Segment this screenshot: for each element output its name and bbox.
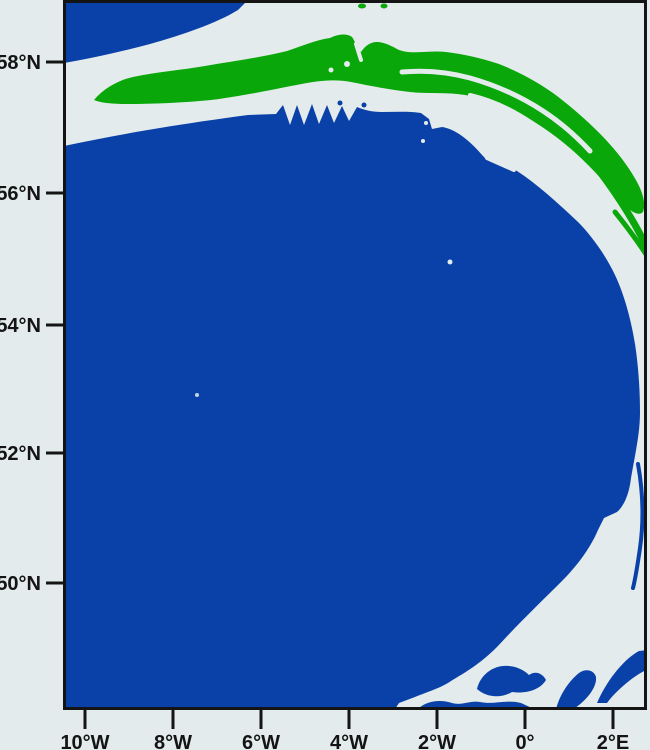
green-speck: [358, 3, 366, 9]
green-fragment: [383, 60, 393, 66]
pale-hole: [421, 139, 425, 143]
blue-southeast-patch-small: [556, 670, 597, 709]
lon-tick-label: 2°E: [597, 732, 629, 750]
blue-southeast-patch-large: [597, 650, 646, 703]
lon-tick-label: 8°W: [154, 732, 192, 750]
lat-tick-label: 52°N: [0, 443, 41, 465]
green-streak: [612, 209, 646, 259]
lon-tick-label: 10°W: [60, 732, 109, 750]
pale-gap: [468, 93, 534, 125]
blue-regions-group: [64, 2, 646, 709]
blue-right-sliver: [631, 462, 645, 590]
pale-gap: [399, 68, 593, 154]
green-gap-details-group: [328, 42, 593, 154]
plot-frame: [63, 0, 647, 710]
green-fragment: [353, 76, 361, 82]
pale-hole: [424, 121, 428, 125]
green-right-edge-sliver: [645, 86, 646, 148]
lon-tick-label: 6°W: [242, 732, 280, 750]
lon-tick-label: 0°: [515, 732, 534, 750]
blue-foot-cluster: [477, 665, 546, 697]
lat-tick-label: 50°N: [0, 573, 41, 595]
pale-hole: [447, 259, 453, 265]
pale-hole: [328, 67, 334, 73]
lat-tick-label: 54°N: [0, 315, 41, 337]
lon-tick-label: 4°W: [330, 732, 368, 750]
blue-northwest-wedge: [64, 2, 246, 63]
tick-marks-group: [46, 60, 615, 729]
green-arc-band: [94, 34, 645, 214]
green-fragment: [339, 71, 349, 79]
pale-sliver: [485, 156, 516, 172]
lat-tick-label: 56°N: [0, 183, 41, 205]
blue-main-region: [64, 104, 640, 709]
lon-tick-label: 2°W: [418, 732, 456, 750]
green-speck: [380, 3, 388, 9]
blue-speck: [337, 100, 343, 106]
lat-tick-label: 58°N: [0, 52, 41, 74]
lon-tick-labels-group: 10°W 8°W 6°W 4°W 2°W 0° 2°E: [60, 732, 629, 750]
pale-hole: [195, 393, 199, 397]
pale-gap: [354, 42, 363, 62]
blue-speck: [361, 102, 367, 108]
blue-hole-details-group: [195, 121, 516, 397]
pale-hole: [344, 61, 350, 67]
lat-tick-labels-group: 58°N 56°N 54°N 52°N 50°N: [0, 52, 41, 595]
